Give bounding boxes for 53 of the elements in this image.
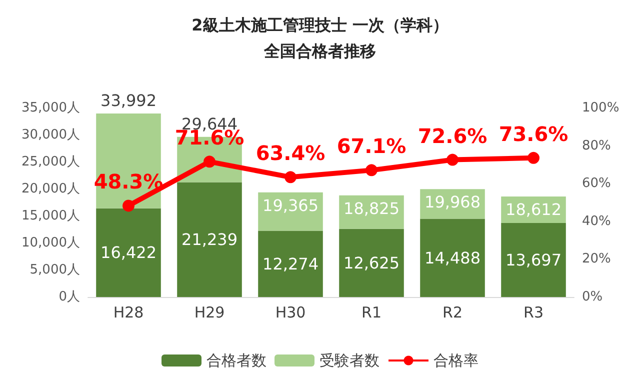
- total-label: 19,968: [424, 192, 480, 212]
- point: [122, 200, 134, 212]
- x-tick-label: R2: [442, 304, 462, 322]
- total-label: 18,825: [344, 198, 400, 218]
- chart-title: 2級土木施工管理技士 一次（学科）: [192, 16, 448, 34]
- data-label: 12,625: [344, 253, 400, 272]
- y-tick-label: 35,000人: [22, 100, 80, 116]
- data-label: 73.6%: [498, 122, 568, 146]
- y2-tick-label: 20%: [582, 252, 611, 267]
- legend-label: 合格率: [434, 352, 478, 370]
- y-tick-label: 30,000人: [22, 128, 80, 142]
- point: [446, 154, 458, 166]
- bar: [501, 223, 566, 297]
- x-tick-label: R3: [524, 304, 544, 322]
- data-label: 48.3%: [94, 170, 164, 194]
- y2-tick-label: 60%: [582, 176, 611, 192]
- data-label: 13,697: [506, 250, 562, 270]
- y-tick-label: 25,000人: [22, 154, 80, 170]
- bar: [420, 218, 485, 297]
- total-label: 18,612: [506, 200, 562, 219]
- y-tick-label: 5,000人: [30, 262, 80, 278]
- data-label: 63.4%: [256, 141, 326, 166]
- y-tick-label: 15,000人: [22, 208, 80, 224]
- x-tick-label: H28: [113, 304, 144, 322]
- data-label: 67.1%: [336, 134, 406, 158]
- data-label: 72.6%: [418, 124, 488, 148]
- bar: [96, 208, 161, 297]
- point: [204, 156, 216, 168]
- point: [284, 171, 296, 184]
- chart-subtitle: 全国合格者推移: [263, 42, 376, 60]
- y2-tick-label: 0%: [582, 290, 603, 304]
- total-label: 33,992: [100, 90, 156, 110]
- x-tick-label: R1: [362, 304, 382, 322]
- data-label: 21,239: [182, 230, 238, 250]
- point: [528, 152, 540, 164]
- y2-tick-label: 100%: [582, 100, 620, 116]
- legend-label: 合格者数: [206, 352, 266, 370]
- x-tick-label: H30: [275, 304, 306, 322]
- y-tick-label: 10,000人: [22, 236, 80, 250]
- point: [366, 164, 378, 176]
- y-tick-label: 20,000人: [22, 182, 80, 196]
- bar: [339, 228, 404, 297]
- legend-label: 受験者数: [320, 352, 380, 370]
- bar: [258, 230, 323, 297]
- x-tick-label: H29: [194, 304, 225, 322]
- y-tick-label: 0人: [58, 290, 80, 304]
- data-label: 12,274: [262, 254, 318, 274]
- data-label: 16,422: [100, 243, 156, 262]
- y2-tick-label: 40%: [582, 214, 611, 229]
- bar: [177, 182, 242, 297]
- y2-tick-label: 80%: [582, 138, 611, 154]
- total-label: 19,365: [262, 196, 318, 215]
- data-label: 14,488: [424, 248, 480, 268]
